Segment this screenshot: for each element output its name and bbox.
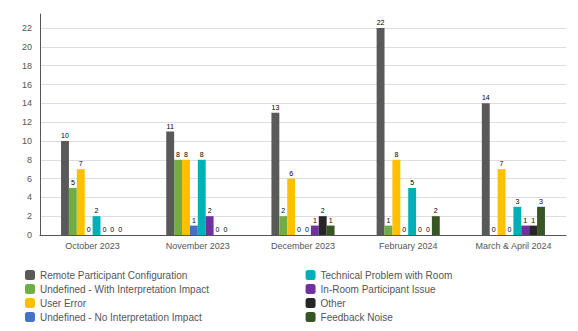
svg-text:October 2023: October 2023 bbox=[65, 241, 120, 251]
svg-text:2: 2 bbox=[27, 211, 32, 221]
svg-text:0: 0 bbox=[297, 226, 301, 233]
svg-text:0: 0 bbox=[110, 226, 114, 233]
svg-text:0: 0 bbox=[426, 226, 430, 233]
svg-text:2: 2 bbox=[281, 207, 285, 214]
svg-text:4: 4 bbox=[27, 192, 32, 202]
svg-text:2: 2 bbox=[434, 207, 438, 214]
svg-text:8: 8 bbox=[176, 151, 180, 158]
svg-text:10: 10 bbox=[22, 136, 32, 146]
svg-text:1: 1 bbox=[329, 217, 333, 224]
svg-text:2: 2 bbox=[95, 207, 99, 214]
svg-text:1: 1 bbox=[531, 217, 535, 224]
svg-text:11: 11 bbox=[167, 123, 174, 130]
svg-text:1: 1 bbox=[192, 217, 196, 224]
svg-text:5: 5 bbox=[410, 179, 414, 186]
svg-text:8: 8 bbox=[27, 155, 32, 165]
svg-text:0: 0 bbox=[402, 226, 406, 233]
svg-text:Technical Problem with Room: Technical Problem with Room bbox=[321, 270, 453, 281]
svg-text:0: 0 bbox=[102, 226, 106, 233]
svg-text:13: 13 bbox=[271, 104, 279, 111]
svg-text:8: 8 bbox=[394, 151, 398, 158]
svg-text:2: 2 bbox=[321, 207, 325, 214]
svg-text:Other: Other bbox=[321, 298, 347, 309]
svg-text:User Error: User Error bbox=[40, 298, 87, 309]
svg-text:0: 0 bbox=[87, 226, 91, 233]
svg-text:18: 18 bbox=[22, 61, 32, 71]
svg-text:0: 0 bbox=[305, 226, 309, 233]
svg-text:0: 0 bbox=[223, 226, 227, 233]
svg-text:20: 20 bbox=[22, 42, 32, 52]
svg-text:February 2024: February 2024 bbox=[379, 241, 438, 251]
svg-text:22: 22 bbox=[22, 23, 32, 33]
svg-text:6: 6 bbox=[289, 170, 293, 177]
svg-text:3: 3 bbox=[515, 198, 519, 205]
svg-text:14: 14 bbox=[482, 94, 490, 101]
svg-text:1: 1 bbox=[387, 217, 391, 224]
svg-text:14: 14 bbox=[22, 98, 32, 108]
svg-text:Remote Participant Configurati: Remote Participant Configuration bbox=[40, 270, 187, 281]
svg-text:8: 8 bbox=[200, 151, 204, 158]
svg-text:10: 10 bbox=[61, 132, 69, 139]
svg-text:22: 22 bbox=[377, 19, 385, 26]
svg-text:0: 0 bbox=[508, 226, 512, 233]
svg-text:5: 5 bbox=[71, 179, 75, 186]
svg-text:March & April 2024: March & April 2024 bbox=[475, 241, 551, 251]
svg-text:November 2023: November 2023 bbox=[166, 241, 230, 251]
svg-text:Feedback Noise: Feedback Noise bbox=[321, 312, 394, 323]
svg-text:Undefined - No Interpretation: Undefined - No Interpretation Impact bbox=[40, 312, 202, 323]
svg-text:12: 12 bbox=[22, 117, 32, 127]
svg-text:1: 1 bbox=[313, 217, 317, 224]
svg-text:December 2023: December 2023 bbox=[271, 241, 335, 251]
svg-text:1: 1 bbox=[523, 217, 527, 224]
svg-text:7: 7 bbox=[500, 160, 504, 167]
svg-text:0: 0 bbox=[27, 230, 32, 240]
svg-text:0: 0 bbox=[418, 226, 422, 233]
svg-text:8: 8 bbox=[184, 151, 188, 158]
svg-text:2: 2 bbox=[208, 207, 212, 214]
svg-text:3: 3 bbox=[539, 198, 543, 205]
svg-text:0: 0 bbox=[492, 226, 496, 233]
svg-text:6: 6 bbox=[27, 174, 32, 184]
svg-text:Undefined - With Interpretatio: Undefined - With Interpretation Impact bbox=[40, 284, 209, 295]
svg-text:0: 0 bbox=[118, 226, 122, 233]
svg-text:0: 0 bbox=[216, 226, 220, 233]
svg-text:7: 7 bbox=[79, 160, 83, 167]
svg-text:16: 16 bbox=[22, 80, 32, 90]
svg-text:In-Room Participant Issue: In-Room Participant Issue bbox=[321, 284, 436, 295]
